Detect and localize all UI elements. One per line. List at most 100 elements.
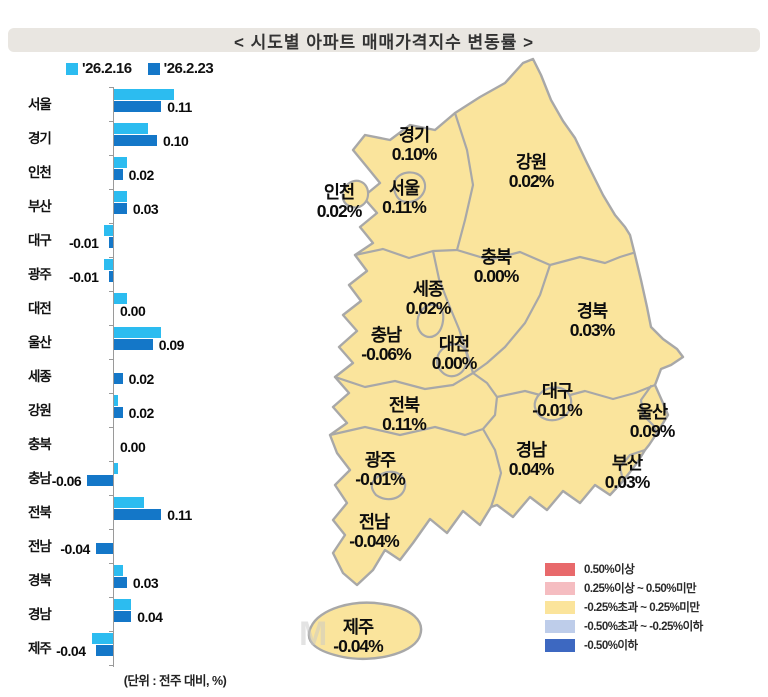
bar-category-label: 경기 (28, 131, 52, 146)
bar-prev (114, 395, 119, 406)
legend-item-prev: '26.2.16 (66, 60, 132, 77)
map-legend-row: -0.50%이하 (545, 636, 703, 654)
legend-swatch-curr-icon (147, 62, 160, 75)
bar-curr (95, 644, 113, 656)
bar-value-label: -0.04 (56, 643, 86, 659)
map-region-label: 제주 -0.04% (333, 618, 383, 656)
korea-mainland-shape (328, 57, 685, 587)
bar-value-label: 0.03 (132, 575, 159, 591)
map-region-name: 인천 (323, 182, 355, 202)
bar-prev (114, 123, 149, 134)
map-legend-label: -0.50%초과 ~ -0.25%이하 (584, 621, 703, 633)
axis-tick (109, 427, 113, 428)
daegu-region-shape (533, 386, 573, 422)
bar-value-label: 0.02 (128, 167, 155, 183)
bar-value-label: 0.11 (167, 507, 192, 523)
map-region-name: 전북 (388, 395, 420, 415)
map-region-label: 인천 0.02% (316, 182, 363, 221)
bar-value-label: -0.06 (51, 473, 82, 489)
bar-curr (114, 100, 162, 112)
legend-label-prev: '26.2.16 (82, 60, 132, 77)
bar-category-label: 울산 (28, 335, 52, 350)
bar-category-label: 전북 (28, 505, 52, 520)
map-legend-label: 0.50%이상 (584, 564, 635, 576)
axis-tick (109, 393, 113, 394)
map-legend-row: -0.50%초과 ~ -0.25%이하 (545, 617, 703, 635)
bar-value-label: 0.10 (163, 133, 189, 149)
bar-row: 충남 -0.06 (20, 463, 295, 497)
korea-map-svg (307, 57, 685, 661)
bar-prev (104, 225, 113, 236)
bar-category-label: 인천 (28, 165, 52, 180)
watermark: M (299, 615, 330, 653)
bar-curr (87, 474, 113, 486)
map-region-value: 0.03% (569, 320, 616, 340)
map-region-value: 0.11% (382, 414, 427, 434)
map-legend: 0.50%이상 0.25%이상 ~ 0.50%미만 -0.25%초과 ~ 0.25%… (545, 560, 703, 655)
map-legend-swatch-icon (545, 638, 575, 652)
bar-row: 인천 0.02 (20, 157, 295, 191)
map-region-label: 전북 0.11% (382, 395, 427, 434)
map-legend-row: 0.25%이상 ~ 0.50%미만 (545, 579, 703, 597)
bar-curr (114, 134, 157, 146)
bar-row: 세종 0.02 (20, 361, 295, 395)
bar-category-label: 경북 (28, 573, 52, 588)
axis-tick (109, 631, 113, 632)
map-region-name: 울산 (636, 402, 668, 422)
axis-tick (109, 359, 113, 360)
bar-row: 부산 0.03 (20, 191, 295, 225)
bar-prev (104, 259, 113, 270)
bar-chart: 서울 0.11 경기 0.10 인천 0.02 부산 0.03 대구 -0.01 광주 -0.01 대전… (20, 85, 295, 697)
bar-category-label: 충북 (28, 437, 52, 452)
bar-value-label: 0.04 (137, 609, 163, 625)
legend-item-curr: '26.2.23 (147, 60, 214, 77)
axis-tick (109, 563, 113, 564)
axis-tick (109, 121, 113, 122)
map-region-name: 대전 (438, 334, 470, 354)
map-region-value: 0.09% (629, 421, 676, 441)
map-legend-row: 0.50%이상 (545, 560, 703, 578)
bar-value-label: -0.01 (68, 269, 99, 285)
bar-curr (114, 338, 153, 350)
bar-row: 대전 0.00 (20, 293, 295, 327)
bar-category-label: 서울 (28, 97, 52, 112)
axis-tick (109, 461, 113, 462)
axis-tick (109, 665, 113, 666)
map-region-label: 강원 0.02% (509, 153, 555, 191)
map-region-value: 0.10% (391, 144, 438, 164)
axis-tick (109, 87, 113, 88)
axis-tick (109, 223, 113, 224)
map-region-value: 0.00% (431, 353, 478, 373)
map-legend-label: -0.25%초과 ~ 0.25%미만 (584, 602, 700, 614)
bar-prev (114, 89, 175, 100)
map-region-label: 울산 0.09% (629, 402, 676, 441)
map-region-label: 대구 -0.01% (532, 382, 582, 420)
bar-row: 울산 0.09 (20, 327, 295, 361)
map-region-value: 0.02% (316, 201, 363, 221)
axis-tick (109, 291, 113, 292)
map-region-value: 0.03% (604, 472, 651, 492)
bar-category-label: 제주 (28, 641, 52, 656)
bar-curr (114, 372, 123, 384)
bar-value-label: 0.00 (120, 439, 146, 455)
bar-value-label: 0.00 (120, 303, 146, 319)
map-legend-swatch-icon (545, 600, 575, 614)
map-region-name: 전남 (358, 512, 390, 532)
map-region-label: 부산 0.03% (604, 454, 651, 492)
bar-row: 경북 0.03 (20, 565, 295, 599)
map-legend-label: 0.25%이상 ~ 0.50%미만 (584, 583, 697, 595)
axis-tick (109, 155, 113, 156)
map-region-value: 0.02% (405, 298, 452, 318)
map-legend-label: -0.50%이하 (584, 640, 638, 652)
map-region-value: -0.01% (532, 400, 582, 420)
map-region-name: 충남 (370, 325, 402, 345)
bar-prev (114, 157, 127, 168)
bar-row: 강원 0.02 (20, 395, 295, 429)
axis-tick (109, 257, 113, 258)
jeju-island-shape (307, 601, 423, 661)
map-region-label: 세종 0.02% (405, 280, 452, 318)
bar-chart-legend: '26.2.16 '26.2.23 (66, 60, 214, 77)
axis-tick (109, 597, 113, 598)
bar-row: 전북 0.11 (20, 497, 295, 531)
daejeon-region-shape (435, 343, 469, 378)
